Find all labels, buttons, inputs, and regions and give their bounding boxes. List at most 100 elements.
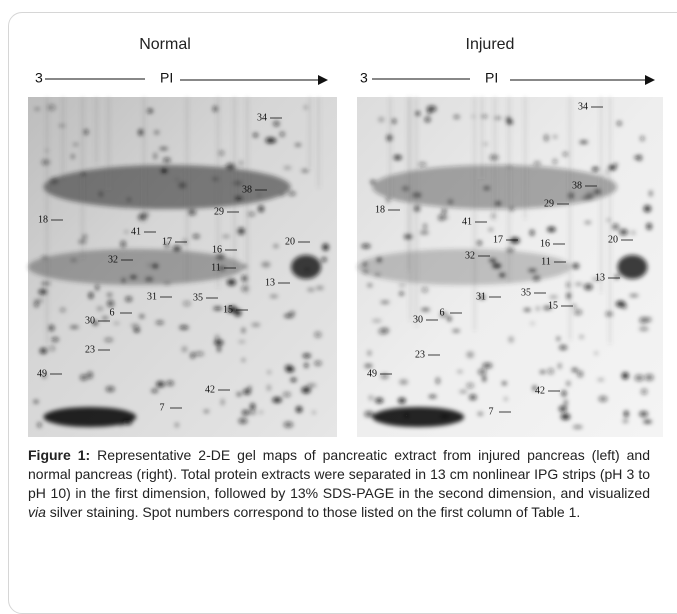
gel-spot <box>639 411 649 417</box>
gel-spot <box>289 311 296 315</box>
gel-spot <box>466 351 475 359</box>
gel-spot <box>113 322 120 325</box>
gel-texture <box>357 97 654 429</box>
gel-spot <box>273 244 279 248</box>
gel-spot <box>302 353 311 358</box>
gel-spot <box>510 237 520 244</box>
gel-spot <box>182 300 191 307</box>
axis-arrow <box>645 75 655 85</box>
spot-label: 7 <box>489 406 494 417</box>
gel-spot <box>562 152 569 157</box>
gel-spot <box>247 386 252 390</box>
gel-spot <box>120 240 126 248</box>
gel-spot <box>269 294 279 298</box>
gel-spot <box>482 142 489 146</box>
gel-spot <box>96 306 104 311</box>
gel-texture <box>27 97 329 428</box>
gel-spot <box>48 325 55 332</box>
gel-spot <box>70 259 77 262</box>
gel-spot <box>645 317 652 322</box>
gel-spot <box>178 182 187 189</box>
gel-spot <box>258 205 264 213</box>
gel-spot <box>273 121 280 127</box>
axis-start: 3 <box>360 70 368 86</box>
gel-spot <box>375 397 384 404</box>
gel-spot <box>488 258 497 263</box>
gel-spot <box>561 390 567 397</box>
gel-spot <box>435 377 440 385</box>
gel-spot <box>98 191 103 198</box>
gel-spot <box>428 395 437 398</box>
gel-spot <box>125 296 133 302</box>
gel-spot <box>301 169 309 173</box>
gel-spot <box>385 197 391 203</box>
gel-spot <box>423 223 428 230</box>
gel-spot <box>34 107 41 111</box>
gel-spot <box>163 157 171 163</box>
spot-label: 17 <box>162 236 172 247</box>
gel-spot <box>572 263 580 269</box>
spot-label: 41 <box>462 216 472 227</box>
spot-label: 18 <box>38 214 48 225</box>
gel-spot <box>257 193 261 197</box>
gel-spot <box>106 292 113 297</box>
gel-spot <box>231 305 237 313</box>
gel-spot <box>447 199 454 205</box>
spot-label: 49 <box>367 368 377 379</box>
gel-spot <box>459 390 468 393</box>
gel-spot <box>577 370 584 378</box>
gel-spot <box>33 299 44 303</box>
spot-label: 15 <box>548 300 558 311</box>
gel-spot <box>494 201 502 206</box>
caption-text: Representative 2-DE gel maps of pancreat… <box>28 447 651 501</box>
spot-label: 42 <box>535 385 545 396</box>
gel-spot <box>615 300 626 308</box>
gel-spot <box>267 138 277 143</box>
gel-spot <box>130 324 140 327</box>
gel-spot <box>466 382 475 389</box>
gel-spot <box>160 168 168 174</box>
gel-spot <box>259 410 263 414</box>
gel-spot <box>105 386 115 392</box>
gel-spot <box>121 277 126 284</box>
gel-spot <box>81 171 86 176</box>
spot-label: 30 <box>413 314 423 325</box>
gel-spot <box>315 286 324 290</box>
gel-spot <box>368 395 374 401</box>
spot-label: 34 <box>578 101 588 112</box>
gel-spot <box>605 311 613 317</box>
gel-spot <box>192 234 200 239</box>
gel-spot <box>38 289 48 295</box>
gel-spot <box>175 422 179 428</box>
gel-spot <box>560 413 571 420</box>
gel-spot <box>212 105 218 112</box>
gel-spot <box>616 121 622 126</box>
gel-spot <box>83 129 89 135</box>
gel-spot <box>238 340 246 344</box>
gel-spot <box>261 261 271 268</box>
spot-label: 42 <box>205 384 215 395</box>
gel-spot <box>203 410 209 413</box>
gel-spot <box>571 368 578 372</box>
gel-spot <box>427 110 432 115</box>
gel-spot <box>34 301 39 308</box>
gel-spot <box>374 272 381 277</box>
gel-spot <box>556 336 560 341</box>
gel-spot <box>119 424 123 427</box>
gel-spot <box>367 283 373 288</box>
gel-spot <box>553 135 558 138</box>
panel-title: Normal <box>139 36 191 53</box>
gel-spot <box>314 331 322 338</box>
gel-spot <box>386 134 393 142</box>
page-body: Normal 3 PI 34 38 29 18 41 17 16 20 32 11 13 31 35 15 6 30… <box>8 12 677 614</box>
gel-spot <box>439 312 448 318</box>
gel-spot <box>251 323 261 327</box>
gel-spot <box>483 186 490 190</box>
gel-spot <box>532 385 537 391</box>
gel-spot <box>87 371 93 379</box>
gel-spot <box>376 256 382 263</box>
gel-spot <box>624 410 629 417</box>
panel-title: Injured <box>466 36 515 53</box>
gel-spot <box>283 166 292 170</box>
spot-label: 16 <box>540 238 550 249</box>
